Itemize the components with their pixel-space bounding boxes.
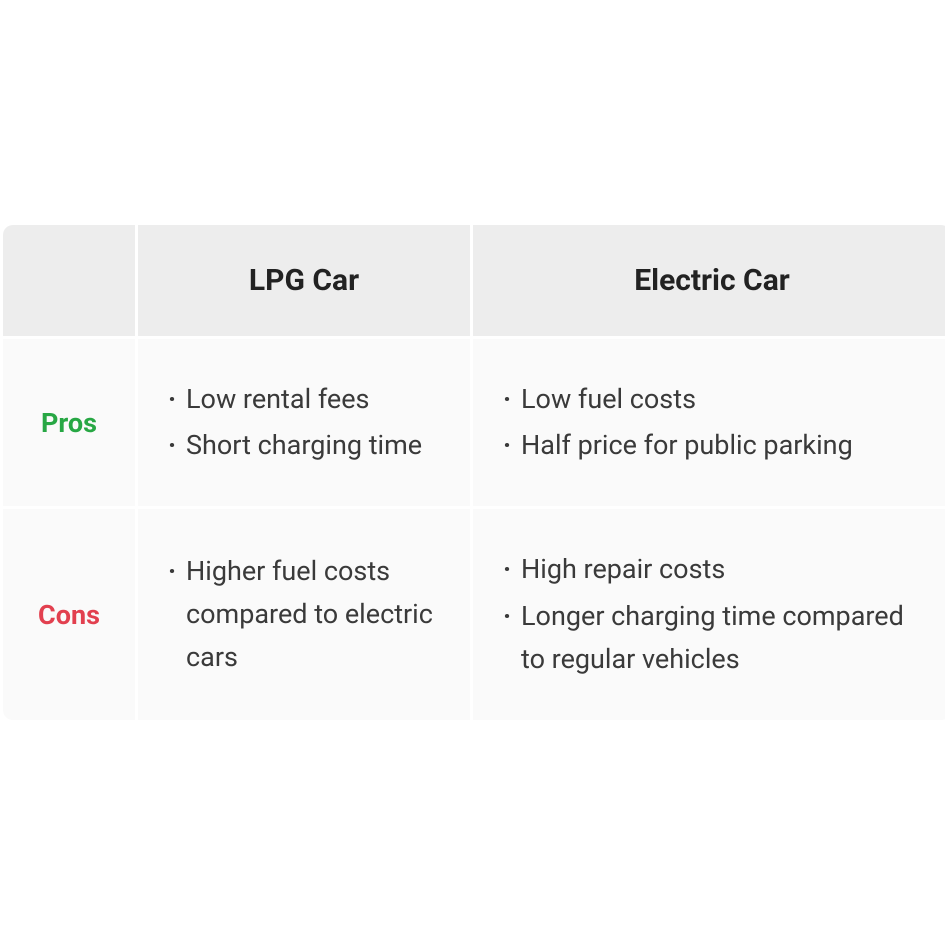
list-item: Short charging time [166, 424, 442, 467]
cell-cons-electric: High repair costs Longer charging time c… [473, 509, 945, 720]
cons-lpg-list: Higher fuel costs compared to electric c… [166, 550, 442, 680]
list-item: High repair costs [501, 548, 923, 591]
row-header-cons: Cons [3, 509, 135, 720]
list-item: Low rental fees [166, 378, 442, 421]
list-item: Higher fuel costs compared to electric c… [166, 550, 442, 680]
pros-lpg-list: Low rental fees Short charging time [166, 378, 442, 467]
cell-cons-lpg: Higher fuel costs compared to electric c… [138, 509, 470, 720]
cons-electric-list: High repair costs Longer charging time c… [501, 548, 923, 681]
table-row-pros: Pros Low rental fees Short charging time… [3, 339, 945, 506]
cell-pros-electric: Low fuel costs Half price for public par… [473, 339, 945, 506]
pros-electric-list: Low fuel costs Half price for public par… [501, 378, 923, 467]
table-header-row: LPG Car Electric Car [3, 225, 945, 336]
list-item: Low fuel costs [501, 378, 923, 421]
row-header-pros: Pros [3, 339, 135, 506]
list-item: Half price for public parking [501, 424, 923, 467]
column-header-electric: Electric Car [473, 225, 945, 336]
list-item: Longer charging time compared to regular… [501, 595, 923, 681]
table-row-cons: Cons Higher fuel costs compared to elect… [3, 509, 945, 720]
comparison-table: LPG Car Electric Car Pros Low rental fee… [0, 222, 945, 723]
comparison-table-grid: LPG Car Electric Car Pros Low rental fee… [0, 222, 945, 723]
table-corner-cell [3, 225, 135, 336]
cell-pros-lpg: Low rental fees Short charging time [138, 339, 470, 506]
column-header-lpg: LPG Car [138, 225, 470, 336]
